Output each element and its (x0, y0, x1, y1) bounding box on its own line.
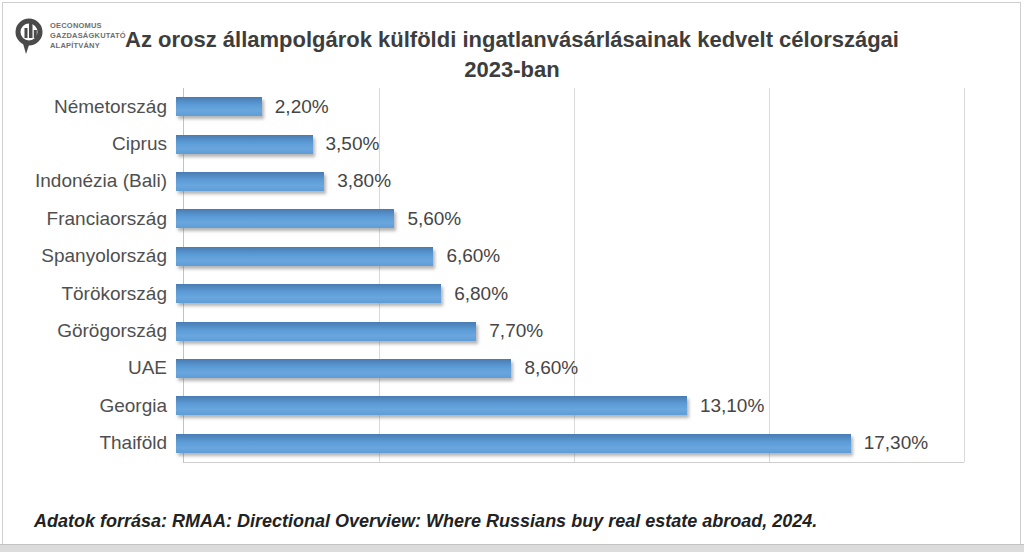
bottom-gray-band (0, 544, 1024, 552)
value-label: 13,10% (700, 395, 764, 417)
value-label: 17,30% (864, 432, 928, 454)
bar-row: Thaiföld 17,30% (0, 425, 1024, 462)
bar-track: 6,80% (176, 275, 956, 312)
bar-track: 17,30% (176, 425, 956, 462)
bar (176, 434, 851, 453)
bar (176, 284, 441, 303)
category-label: Görögország (0, 320, 176, 342)
bar (176, 396, 687, 415)
bar-row: Görögország 7,70% (0, 312, 1024, 349)
category-label: Ciprus (0, 133, 176, 155)
bar-track: 7,70% (176, 312, 956, 349)
category-label: Franciaország (0, 208, 176, 230)
bar-row: Spanyolország 6,60% (0, 238, 1024, 275)
bar-track: 2,20% (176, 88, 956, 125)
chart-page: OECONOMUS GAZDASÁGKUTATÓ ALAPÍTVÁNY Az o… (0, 0, 1024, 552)
bar (176, 359, 511, 378)
value-label: 6,80% (454, 283, 508, 305)
source-note: Adatok forrása: RMAA: Directional Overvi… (34, 511, 817, 532)
chart-title-line-2: 2023-ban (0, 55, 1024, 85)
bar (176, 97, 262, 116)
bar (176, 135, 313, 154)
category-label: Németország (0, 96, 176, 118)
chart-title: Az orosz állampolgárok külföldi ingatlan… (0, 25, 1024, 85)
bar-row: UAE 8,60% (0, 350, 1024, 387)
value-label: 6,60% (446, 245, 500, 267)
bar-row: Németország 2,20% (0, 88, 1024, 125)
chart-title-line-1: Az orosz állampolgárok külföldi ingatlan… (0, 25, 1024, 55)
category-label: UAE (0, 357, 176, 379)
bar-track: 3,80% (176, 163, 956, 200)
value-label: 7,70% (489, 320, 543, 342)
bar-chart: Németország 2,20% Ciprus 3,50% Indonézia (Ba… (0, 88, 1024, 462)
bar-row: Franciaország 5,60% (0, 200, 1024, 237)
category-label: Spanyolország (0, 245, 176, 267)
bar-track: 8,60% (176, 350, 956, 387)
bar-rows: Németország 2,20% Ciprus 3,50% Indonézia (Ba… (0, 88, 1024, 462)
value-label: 2,20% (275, 96, 329, 118)
bar-track: 3,50% (176, 125, 956, 162)
bar-row: Indonézia (Bali) 3,80% (0, 163, 1024, 200)
bar (176, 247, 433, 266)
bar-track: 5,60% (176, 200, 956, 237)
value-label: 8,60% (524, 357, 578, 379)
category-label: Thaiföld (0, 432, 176, 454)
bar-row: Törökország 6,80% (0, 275, 1024, 312)
bar (176, 322, 476, 341)
value-label: 3,50% (326, 133, 380, 155)
category-label: Georgia (0, 395, 176, 417)
bar-track: 6,60% (176, 238, 956, 275)
bar-track: 13,10% (176, 387, 956, 424)
value-label: 3,80% (337, 170, 391, 192)
bar (176, 209, 394, 228)
category-label: Indonézia (Bali) (0, 170, 176, 192)
bar-row: Ciprus 3,50% (0, 125, 1024, 162)
bar-row: Georgia 13,10% (0, 387, 1024, 424)
value-label: 5,60% (407, 208, 461, 230)
bar (176, 172, 324, 191)
category-label: Törökország (0, 283, 176, 305)
